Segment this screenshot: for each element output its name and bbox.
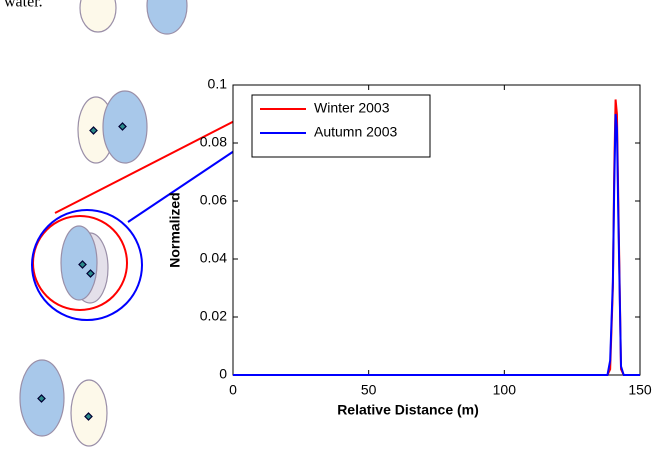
legend-label: Autumn 2003	[314, 124, 397, 140]
legend-label: Winter 2003	[314, 100, 390, 116]
y-tick-label: 0.1	[208, 76, 228, 92]
y-tick-label: 0.02	[200, 308, 227, 324]
y-tick-label: 0.04	[200, 250, 227, 266]
y-tick-label: 0	[219, 366, 227, 382]
x-axis-label: Relative Distance (m)	[337, 402, 479, 418]
y-tick-label: 0.06	[200, 192, 227, 208]
chart: water. Relative Distance (m) Normalized …	[0, 0, 653, 452]
x-tick-label: 150	[628, 382, 652, 398]
caption-fragment: water.	[4, 0, 43, 11]
y-axis-label: Normalized	[167, 192, 183, 267]
x-tick-label: 0	[229, 382, 237, 398]
y-tick-label: 0.08	[200, 134, 227, 150]
x-tick-label: 50	[361, 382, 377, 398]
page: water. Relative Distance (m) Normalized …	[0, 0, 653, 452]
x-tick-label: 100	[493, 382, 517, 398]
